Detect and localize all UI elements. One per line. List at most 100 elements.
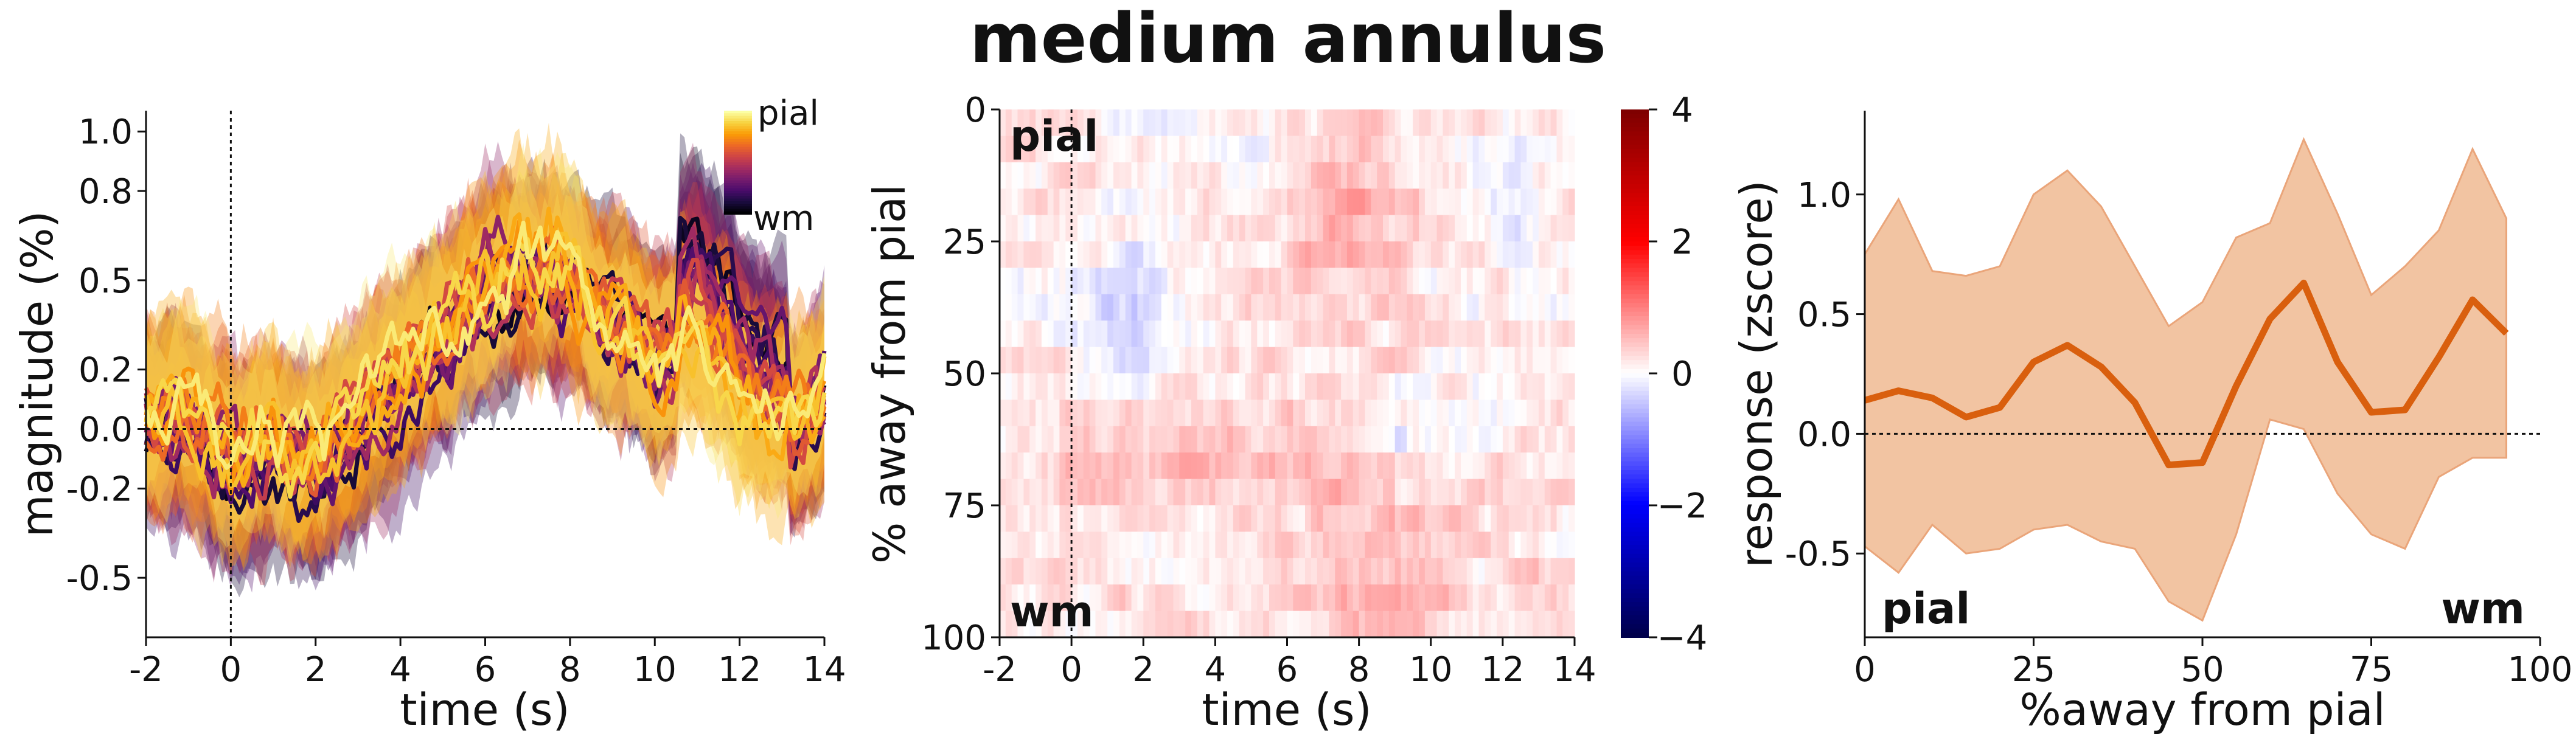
heatmap-cell [1167, 109, 1174, 136]
heatmap-cell [1065, 136, 1072, 163]
heatmap-cell [1377, 452, 1384, 480]
heatmap-cell [1077, 452, 1084, 480]
heatmap-cell [1520, 268, 1527, 295]
heatmap-cell [1388, 611, 1396, 638]
heatmap-cell [1071, 215, 1078, 242]
heatmap-cell [1430, 426, 1438, 453]
heatmap-cell [1005, 162, 1012, 189]
x-tick-label: 2 [1132, 650, 1154, 690]
heatmap-cell [1197, 162, 1204, 189]
colorbar-tick-label: −4 [1657, 618, 1708, 658]
heatmap-cell [1149, 215, 1156, 242]
heatmap-cell [1377, 241, 1384, 268]
colorbar-cell [1621, 426, 1649, 431]
heatmap-cell [1352, 531, 1360, 559]
heatmap-cell [1071, 479, 1078, 506]
heatmap-cell [1179, 136, 1186, 163]
heatmap-cell [1036, 162, 1042, 189]
heatmap-cell [1323, 373, 1329, 400]
heatmap-cell [1424, 162, 1432, 189]
heatmap-cell [1394, 320, 1402, 348]
heatmap-cell [1424, 136, 1432, 163]
y-tick-label: 1.0 [78, 112, 133, 152]
heatmap-cell [1221, 162, 1228, 189]
heatmap-cell [1036, 531, 1042, 559]
heatmap-cell [1000, 611, 1006, 638]
figure-title: medium annulus [970, 0, 1606, 78]
heatmap-cell [1436, 479, 1443, 506]
heatmap-cell [1089, 136, 1096, 163]
heatmap-cell [1401, 611, 1407, 638]
heatmap-cell [1419, 426, 1426, 453]
heatmap-cell [1293, 294, 1300, 321]
heatmap-cell [1275, 294, 1282, 321]
heatmap-cell [1520, 373, 1527, 400]
heatmap-cell [1023, 347, 1030, 374]
heatmap-cell [1215, 189, 1222, 216]
heatmap-cell [1443, 294, 1449, 321]
heatmap-cell [1335, 136, 1342, 163]
heatmap-cell [1305, 505, 1312, 532]
heatmap-cell [1299, 400, 1306, 427]
heatmap-cell [1478, 479, 1485, 506]
colorbar-cell [1621, 126, 1649, 133]
heatmap-cell [1077, 294, 1084, 321]
heatmap-cell [1227, 162, 1234, 189]
heatmap-cell [1335, 215, 1342, 242]
heatmap-cell [1508, 347, 1516, 374]
heatmap-cell [1538, 611, 1545, 638]
heatmap-cell [1203, 531, 1210, 559]
heatmap-cell [1215, 426, 1222, 453]
heatmap-cell [1394, 347, 1402, 374]
heatmap-cell [1083, 400, 1090, 427]
x-tick-label: -2 [129, 650, 163, 690]
heatmap-cell [1077, 347, 1084, 374]
heatmap-cell [1197, 584, 1204, 612]
heatmap-cell [1436, 373, 1443, 400]
heatmap-cell [1538, 347, 1545, 374]
heatmap-cell [1281, 373, 1288, 400]
heatmap-cell [1017, 241, 1024, 268]
heatmap-cell [1179, 109, 1186, 136]
heatmap-cell [1017, 136, 1024, 163]
heatmap-cell [1466, 452, 1474, 480]
heatmap-cell [1413, 479, 1419, 506]
heatmap-cell [1089, 294, 1096, 321]
right-response-line [1864, 279, 2509, 469]
heatmap-cell [1413, 426, 1419, 453]
heatmap-cell [1311, 452, 1318, 480]
heatmap-cell [1352, 584, 1360, 612]
heatmap-cell [1520, 215, 1527, 242]
colorbar-cell [1621, 382, 1649, 387]
heatmap-cell [1497, 347, 1503, 374]
colorbar-cell [1621, 531, 1649, 537]
heatmap-cell [1341, 215, 1348, 242]
heatmap-cell [1388, 162, 1396, 189]
heatmap-cell [1317, 400, 1324, 427]
heatmap-cell [1029, 162, 1036, 189]
heatmap-cell [1047, 479, 1054, 506]
heatmap-cell [1107, 531, 1114, 559]
heatmap-cell [1269, 584, 1276, 612]
heatmap-cell [1461, 162, 1467, 189]
heatmap-cell [1245, 479, 1251, 506]
heatmap-cell [1346, 584, 1354, 612]
heatmap-cell [1041, 136, 1048, 163]
heatmap-cell [1305, 584, 1312, 612]
colorbar-cell [1621, 307, 1649, 313]
heatmap-cell [1257, 584, 1264, 612]
heatmap-cell [1287, 320, 1293, 348]
heatmap-cell [1329, 136, 1335, 163]
heatmap-cell [1203, 452, 1210, 480]
heatmap-cell [1137, 373, 1144, 400]
y-tick-label: 0.8 [78, 172, 133, 212]
heatmap-cell [1263, 531, 1270, 559]
heatmap-cell [1011, 558, 1018, 585]
colorbar-cell [724, 139, 752, 142]
heatmap-cell [1107, 558, 1114, 585]
heatmap-cell [1419, 400, 1426, 427]
heatmap-cell [1005, 584, 1012, 612]
heatmap-cell [1346, 109, 1354, 136]
heatmap-cell [1101, 136, 1108, 163]
heatmap-cell [1371, 426, 1377, 453]
